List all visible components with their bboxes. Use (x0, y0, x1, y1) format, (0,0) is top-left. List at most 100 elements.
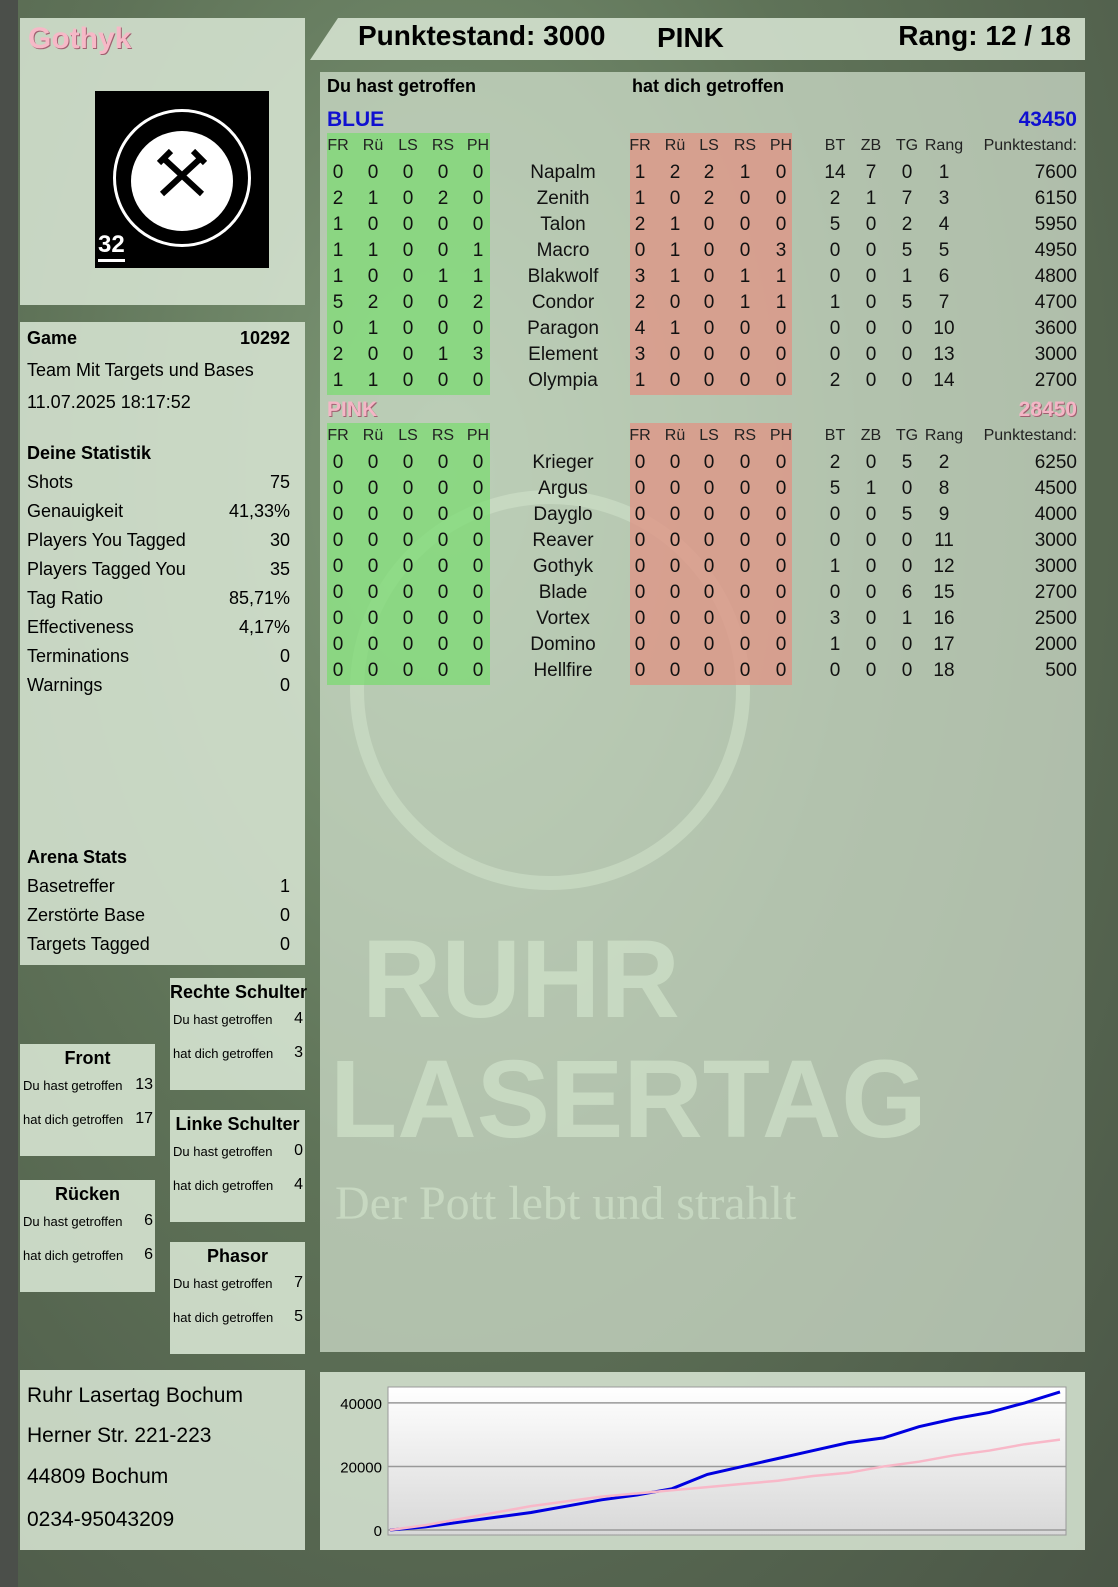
stat-cell: 1 (938, 162, 950, 183)
stat-label: Warnings (27, 675, 103, 695)
team-total: 43450 (1018, 108, 1077, 131)
you-hit-cell: 0 (367, 660, 379, 681)
stat-value: 30 (269, 530, 290, 550)
score-cell: 3000 (1034, 556, 1077, 577)
arena-row: Basetreffer 1 (27, 876, 290, 897)
arena-row: Targets Tagged 0 (27, 934, 290, 955)
player-name: Talon (540, 214, 586, 235)
you-hit-cell: 1 (437, 266, 449, 287)
score-cell: 500 (1045, 660, 1077, 681)
stat-label: Tag Ratio (27, 588, 104, 608)
stat-cell: 0 (865, 504, 877, 525)
you-hit-cell: 0 (472, 188, 484, 209)
hit-you-cell: 0 (739, 608, 751, 629)
hit-title: Front (64, 1048, 111, 1068)
you-hit-cell: 0 (437, 452, 449, 473)
hit-you-value: 17 (135, 1110, 153, 1127)
series-line-1 (389, 1438, 1061, 1532)
you-hit-cell: 0 (332, 162, 344, 183)
hit-you-cell: 0 (775, 162, 787, 183)
team: PINK (657, 22, 724, 53)
hit-you-cell: 0 (775, 188, 787, 209)
you-hit-cell: 0 (402, 162, 414, 183)
column-header: ZB (860, 427, 882, 444)
you-hit-cell: 0 (437, 292, 449, 313)
hit-you-label: hat dich getroffen (23, 1112, 124, 1127)
hit-you-cell: 0 (739, 582, 751, 603)
player-name: Reaver (532, 530, 594, 551)
column-header: Rü (362, 427, 384, 444)
hit-you-cell: 0 (634, 452, 646, 473)
you-hit-cell: 2 (367, 292, 379, 313)
hit-you-cell: 0 (669, 292, 681, 313)
hit-you-value: 3 (294, 1044, 303, 1061)
hit-you-cell: 0 (775, 214, 787, 235)
column-header: FR (327, 427, 349, 444)
ruhr-lasertag-logo: 32 (95, 91, 269, 268)
hit-you-cell: 0 (775, 452, 787, 473)
you-hit-cell: 0 (402, 266, 414, 287)
column-header: TG (895, 427, 919, 444)
hit-you-cell: 0 (775, 530, 787, 551)
you-hit-value: 13 (135, 1076, 153, 1093)
stat-row: Tag Ratio 85,71% (27, 588, 290, 609)
address-panel: Ruhr Lasertag Bochum Herner Str. 221-223… (20, 1370, 305, 1550)
score-cell: 3000 (1034, 344, 1077, 365)
hit-you-cell: 0 (669, 660, 681, 681)
hit-you-cell: 0 (703, 214, 715, 235)
hit-you-cell: 0 (739, 504, 751, 525)
stat-cell: 0 (865, 608, 877, 629)
you-hit-cell: 0 (367, 556, 379, 577)
you-hit-cell: 0 (437, 608, 449, 629)
hit-you-cell: 1 (669, 318, 681, 339)
stat-cell: 0 (829, 530, 841, 551)
stat-cell: 0 (865, 634, 877, 655)
stat-cell: 1 (865, 188, 877, 209)
stat-value: 75 (269, 472, 290, 492)
you-hit-cell: 1 (332, 240, 344, 261)
hit-you-cell: 0 (703, 608, 715, 629)
hit-you-cell: 0 (669, 452, 681, 473)
stat-cell: 2 (829, 452, 841, 473)
you-hit-cell: 0 (402, 370, 414, 391)
column-header: PH (769, 427, 793, 444)
stat-label: Effectiveness (27, 617, 134, 637)
y-tick-label: 40000 (340, 1396, 382, 1413)
hit-you-cell: 0 (739, 478, 751, 499)
column-header: PH (769, 137, 793, 154)
hit-you-cell: 1 (634, 162, 646, 183)
player-name: Macro (536, 240, 590, 261)
hit-you-cell: 0 (669, 344, 681, 365)
stat-cell: 7 (938, 292, 950, 313)
hit-you-cell: 0 (739, 344, 751, 365)
left-strip (0, 0, 18, 1587)
hit-you-cell: 0 (669, 582, 681, 603)
score-cell: 2500 (1034, 608, 1077, 629)
player-name: Hellfire (533, 660, 593, 681)
hit-you-cell: 1 (739, 162, 751, 183)
you-hit-cell: 0 (332, 478, 344, 499)
hit-you-value: 5 (294, 1308, 303, 1325)
stat-cell: 8 (938, 478, 950, 499)
hit-you-cell: 0 (703, 344, 715, 365)
hit-you-cell: 1 (775, 266, 787, 287)
hit-you-cell: 0 (703, 240, 715, 261)
series-line-0 (389, 1390, 1061, 1532)
stat-cell: 5 (829, 214, 841, 235)
hit-you-cell: 0 (775, 556, 787, 577)
you-hit-cell: 1 (472, 240, 484, 261)
arena-label: Zerstörte Base (27, 905, 146, 925)
player-name: Condor (531, 292, 595, 313)
hit-you-cell: 0 (669, 634, 681, 655)
game-label: Game (27, 328, 78, 348)
column-header: Punktestand: (983, 427, 1077, 444)
stat-cell: 7 (901, 188, 913, 209)
hit-you-cell: 1 (634, 370, 646, 391)
stat-cell: 0 (829, 266, 841, 287)
hit-you-cell: 0 (669, 188, 681, 209)
arena-label: Basetreffer (27, 876, 115, 896)
stat-row: Warnings 0 (27, 675, 290, 696)
hit-you-cell: 0 (703, 556, 715, 577)
column-header: ZB (860, 137, 882, 154)
stat-cell: 1 (901, 608, 913, 629)
